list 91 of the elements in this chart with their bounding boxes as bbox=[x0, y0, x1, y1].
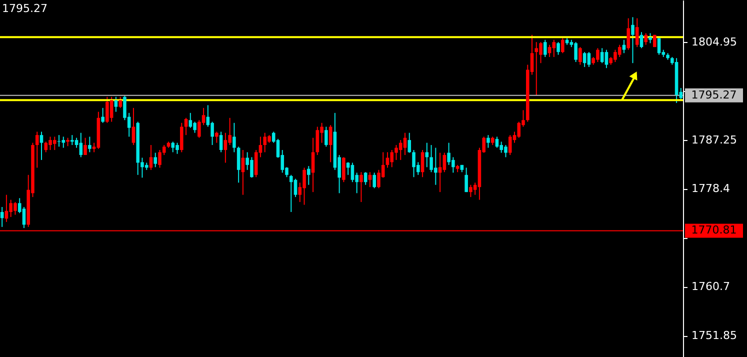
candlestick bbox=[171, 141, 175, 153]
candlestick bbox=[364, 172, 368, 186]
candlestick bbox=[22, 206, 26, 229]
candlestick bbox=[544, 39, 547, 58]
candlestick bbox=[403, 132, 407, 156]
candlestick bbox=[342, 156, 346, 183]
candlestick bbox=[368, 172, 372, 188]
candlestick bbox=[35, 131, 39, 168]
candlestick bbox=[241, 149, 245, 196]
candlestick bbox=[640, 32, 644, 49]
candlestick bbox=[154, 152, 158, 168]
candlestick bbox=[561, 38, 564, 54]
candlestick bbox=[635, 18, 639, 48]
candlestick bbox=[464, 167, 468, 193]
candlestick bbox=[626, 18, 630, 50]
candlestick bbox=[149, 144, 153, 170]
candlestick bbox=[219, 131, 223, 153]
candlestick bbox=[552, 39, 556, 58]
candlestick bbox=[302, 167, 306, 206]
candlestick bbox=[438, 152, 442, 193]
candlestick bbox=[44, 141, 48, 153]
candlestick bbox=[604, 49, 608, 69]
candlestick bbox=[79, 132, 83, 158]
candlestick bbox=[657, 38, 661, 56]
candlestick bbox=[0, 206, 4, 228]
candlestick bbox=[254, 149, 258, 178]
candlestick bbox=[408, 132, 412, 154]
y-tick-label: 1804.95 bbox=[692, 35, 737, 48]
candlestick bbox=[442, 152, 446, 173]
candlestick bbox=[578, 46, 582, 66]
candlestick bbox=[215, 131, 218, 144]
candlestick bbox=[469, 184, 472, 198]
candlestick bbox=[316, 126, 320, 156]
candlestick bbox=[210, 121, 214, 146]
candlestick bbox=[193, 121, 196, 134]
candlestick bbox=[70, 134, 74, 146]
candlestick bbox=[88, 136, 92, 153]
candlestick bbox=[600, 48, 604, 64]
candlestick bbox=[425, 142, 429, 168]
candlestick bbox=[101, 107, 104, 124]
candlestick bbox=[398, 140, 402, 160]
candlestick bbox=[307, 166, 310, 186]
candlestick bbox=[180, 122, 184, 153]
candlestick bbox=[631, 16, 634, 64]
candlestick bbox=[236, 146, 240, 184]
candlestick bbox=[106, 96, 109, 124]
ref-line-label: 1795.27 bbox=[691, 88, 737, 102]
candlestick bbox=[289, 174, 293, 212]
candlestick bbox=[390, 149, 394, 168]
candlestick bbox=[328, 124, 332, 163]
candlestick bbox=[648, 32, 652, 44]
candlestick bbox=[377, 169, 380, 189]
candlestick bbox=[132, 107, 136, 146]
candlestick bbox=[40, 131, 44, 160]
candlestick bbox=[62, 136, 66, 148]
candlestick bbox=[228, 117, 232, 146]
candlestick bbox=[556, 42, 560, 56]
y-tick-label: 1787.25 bbox=[692, 133, 737, 146]
candlestick bbox=[587, 52, 591, 68]
candlestick bbox=[386, 152, 390, 168]
y-tick-label: 1778.4 bbox=[692, 182, 730, 196]
candlestick bbox=[350, 162, 354, 183]
candlestick bbox=[232, 122, 236, 153]
candlestick bbox=[224, 132, 228, 164]
candlestick bbox=[360, 172, 363, 203]
candlestick bbox=[311, 137, 315, 193]
candlestick bbox=[52, 136, 56, 150]
candlestick bbox=[294, 178, 298, 198]
candlestick bbox=[188, 112, 192, 128]
candlestick bbox=[114, 96, 118, 112]
candlestick bbox=[517, 121, 521, 138]
candlestick bbox=[534, 42, 538, 96]
candlestick bbox=[582, 52, 586, 68]
candlestick bbox=[84, 137, 87, 156]
candlestick bbox=[324, 126, 328, 148]
candlestick bbox=[372, 172, 376, 189]
candlestick bbox=[574, 42, 578, 62]
candlestick bbox=[420, 149, 424, 178]
candlestick bbox=[486, 134, 490, 148]
candlestick bbox=[118, 96, 122, 108]
candlestick bbox=[110, 96, 114, 122]
y-tick-label: 1751.85 bbox=[692, 329, 737, 342]
candlestick bbox=[539, 42, 542, 64]
candlestick bbox=[548, 44, 552, 58]
chart-title: 1795.27 bbox=[2, 2, 48, 15]
candlestick bbox=[618, 44, 622, 58]
ref-line-label: 1770.81 bbox=[691, 224, 737, 237]
y-tick-label: 1760.7 bbox=[692, 280, 730, 294]
candlestick bbox=[644, 32, 648, 46]
candlestick bbox=[508, 134, 512, 156]
candlestick bbox=[622, 39, 626, 54]
